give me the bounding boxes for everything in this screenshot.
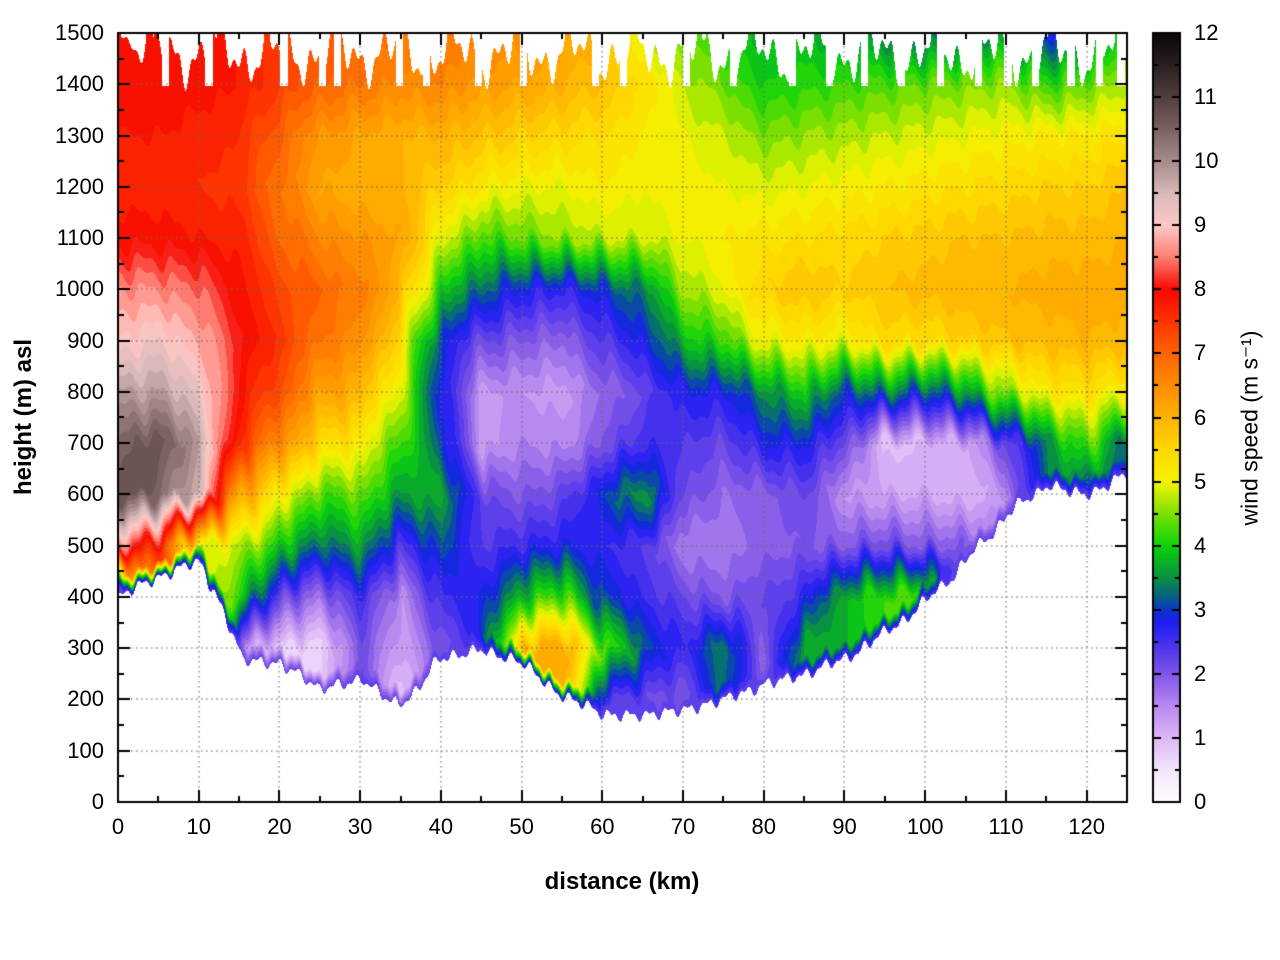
y-tick-label: 1100	[56, 225, 104, 251]
colorbar-tick-label: 9	[1194, 212, 1207, 238]
colorbar-tick-label: 1	[1194, 724, 1207, 750]
colorbar-tick-label: 4	[1194, 532, 1207, 558]
x-axis-title: distance (km)	[544, 868, 700, 895]
x-tick-label: 30	[347, 814, 373, 839]
x-tick-label: 10	[186, 814, 211, 839]
colorbar-title: wind speed (m s⁻¹)	[1236, 330, 1263, 526]
x-tick-label: 80	[751, 814, 776, 839]
colorbar-tick-label: 3	[1194, 596, 1207, 622]
x-tick-label: 110	[988, 814, 1024, 839]
x-tick-label: 70	[670, 814, 696, 839]
y-tick-label: 1400	[55, 71, 104, 97]
x-tick-label: 120	[1068, 814, 1105, 839]
x-tick-label: 20	[267, 814, 292, 839]
y-tick-label: 500	[67, 532, 104, 558]
y-tick-label: 200	[67, 686, 104, 712]
colorbar-tick-label: 2	[1194, 660, 1207, 686]
colorbar-tick-label: 8	[1194, 276, 1207, 302]
y-tick-label: 900	[67, 327, 104, 353]
y-tick-label: 300	[67, 635, 104, 661]
x-tick-label: 0	[111, 814, 125, 839]
colorbar-tick-label: 7	[1194, 340, 1207, 366]
y-tick-label: 800	[67, 378, 104, 404]
colorbar-tick-label: 5	[1194, 468, 1207, 494]
y-axis-title: height (m) asl	[10, 338, 37, 496]
colorbar-tick-label: 11	[1194, 84, 1217, 110]
y-tick-label: 100	[67, 737, 104, 763]
colorbar-tick-label: 12	[1194, 20, 1219, 45]
y-tick-label: 600	[67, 481, 104, 507]
colorbar-tick-label: 6	[1194, 404, 1207, 430]
y-tick-label: 1500	[55, 20, 104, 45]
colorbar-tick-label: 0	[1194, 789, 1207, 814]
colorbar-tick-label: 10	[1194, 148, 1219, 174]
x-tick-label: 90	[832, 814, 857, 839]
y-tick-label: 1200	[55, 173, 104, 199]
y-tick-label: 1300	[55, 122, 104, 148]
y-tick-label: 400	[67, 583, 104, 609]
y-tick-label: 1000	[55, 276, 104, 302]
y-tick-label: 700	[67, 430, 104, 456]
x-tick-label: 50	[509, 814, 534, 839]
x-tick-label: 40	[428, 814, 454, 839]
x-tick-label: 60	[590, 814, 615, 839]
y-tick-label: 0	[91, 789, 104, 814]
x-tick-label: 100	[906, 814, 944, 839]
